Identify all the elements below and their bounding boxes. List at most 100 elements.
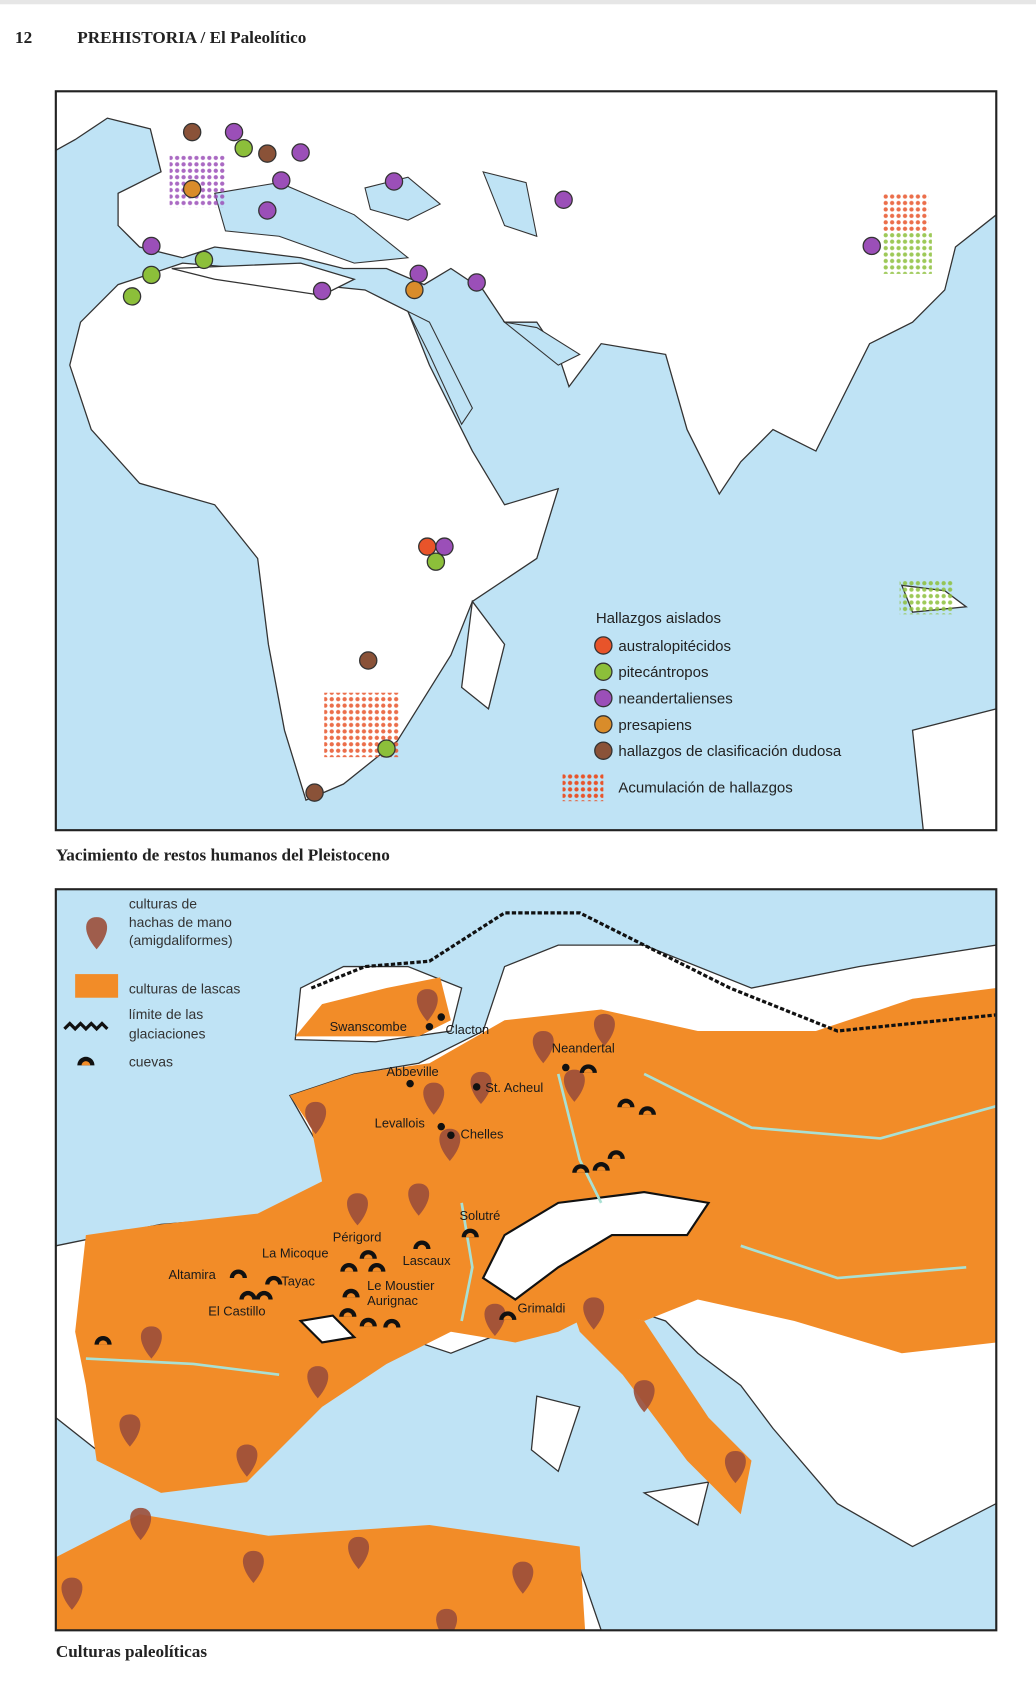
legend-label: pitecántropos: [618, 664, 708, 681]
hand-axe-marker: [408, 1183, 430, 1216]
find-marker: [384, 172, 404, 191]
river: [460, 1202, 474, 1322]
hand-axe-marker: [119, 1414, 141, 1447]
legend-swatch: [594, 636, 613, 655]
find-marker: [377, 739, 396, 758]
find-marker: [426, 552, 446, 571]
flake-culture-area: [55, 1514, 586, 1631]
hand-axe-marker: [532, 1031, 554, 1064]
site-label: El Castillo: [208, 1304, 265, 1319]
cave-mouth: [372, 1267, 382, 1272]
site-label: Swanscombe: [330, 1019, 407, 1034]
cave-mouth: [344, 1267, 354, 1272]
hand-axe-marker: [140, 1326, 162, 1359]
site-label: La Micoque: [262, 1246, 329, 1261]
river: [740, 1244, 967, 1280]
hand-axe-marker: [583, 1297, 605, 1330]
accumulation-area: [883, 230, 932, 274]
site-dot: [425, 1022, 434, 1031]
legend-swatch: [63, 1021, 109, 1032]
legend-swatch: [594, 662, 613, 682]
land: [911, 708, 997, 831]
find-marker: [554, 190, 573, 209]
accumulation-area: [883, 193, 929, 231]
cave-mouth: [576, 1168, 586, 1173]
map-2: [54, 888, 998, 1632]
frame: [54, 888, 998, 1632]
cave-marker: [265, 1275, 283, 1285]
hand-axe-marker: [724, 1450, 746, 1484]
hand-axe-marker: [242, 1550, 264, 1584]
find-marker: [467, 273, 486, 292]
cave-marker: [579, 1064, 597, 1073]
legend-label: neandertalienses: [618, 690, 732, 707]
cave-mouth: [643, 1110, 652, 1115]
site-label: Tayac: [281, 1274, 315, 1289]
find-marker: [359, 651, 378, 670]
cave-mouth: [621, 1102, 631, 1108]
cave-mouth: [259, 1295, 269, 1300]
hand-axe-marker: [130, 1507, 152, 1541]
site-label: Le Moustier: [367, 1278, 435, 1293]
find-marker: [258, 144, 277, 163]
find-marker: [862, 236, 881, 256]
hand-axe-marker: [305, 1101, 327, 1135]
find-marker: [122, 287, 142, 306]
land: [642, 1481, 710, 1527]
find-marker: [272, 171, 291, 190]
legend-label: hallazgos de clasificación dudosa: [618, 743, 841, 760]
land: [530, 1395, 581, 1473]
legend-label: culturas de: [129, 896, 197, 912]
cave-mouth: [269, 1280, 279, 1285]
hand-axe-marker: [470, 1071, 492, 1105]
cave-mouth: [611, 1154, 621, 1159]
map-2-body: [55, 889, 997, 1631]
legend-title: Hallazgos aislados: [596, 610, 721, 627]
river: [556, 1073, 603, 1204]
sea-inner: [482, 171, 538, 238]
site-label: Grimaldi: [517, 1300, 565, 1315]
find-marker: [182, 122, 202, 142]
site-label: Neandertal: [552, 1040, 615, 1055]
sea-inner: [502, 321, 581, 366]
cave-mouth: [465, 1232, 475, 1238]
cave-mouth: [346, 1293, 356, 1298]
site-label: St. Acheul: [485, 1080, 543, 1095]
hand-axe-marker: [348, 1536, 370, 1570]
legend-swatch: [594, 715, 613, 734]
frame: [54, 90, 998, 832]
cave-mouth: [503, 1315, 513, 1320]
hand-axe-marker: [436, 1608, 458, 1631]
page-title: PREHISTORIA / El Paleolítico: [77, 28, 306, 47]
site-dot: [472, 1083, 481, 1091]
hand-axe-marker: [61, 1577, 83, 1610]
glaciation-limit: [310, 911, 997, 1033]
find-marker: [182, 179, 202, 199]
site-dot: [437, 1013, 445, 1021]
hand-axe-marker: [593, 1013, 615, 1047]
find-marker: [405, 280, 424, 300]
cave-mouth: [98, 1340, 108, 1345]
site-dot: [406, 1079, 414, 1088]
top-rule: [0, 0, 1036, 5]
cave-marker: [638, 1106, 656, 1115]
accumulation-area: [899, 579, 954, 615]
hand-axe-marker: [484, 1303, 506, 1337]
hand-axe-marker: [563, 1069, 585, 1102]
site-label: Altamira: [169, 1267, 217, 1282]
cave-mouth: [243, 1295, 253, 1300]
cave-mouth: [363, 1322, 373, 1327]
find-marker: [305, 783, 324, 802]
cave-marker: [77, 1056, 95, 1066]
legend-swatch: [594, 741, 613, 760]
legend-label: cuevas: [129, 1053, 173, 1069]
hand-axe-marker: [86, 917, 108, 950]
find-marker: [224, 122, 244, 142]
cave-mouth: [234, 1273, 243, 1279]
find-marker: [234, 138, 253, 158]
cave-marker: [368, 1263, 386, 1272]
find-marker: [291, 143, 310, 162]
page-number: 12: [15, 28, 32, 47]
hand-axe-marker: [439, 1128, 461, 1161]
